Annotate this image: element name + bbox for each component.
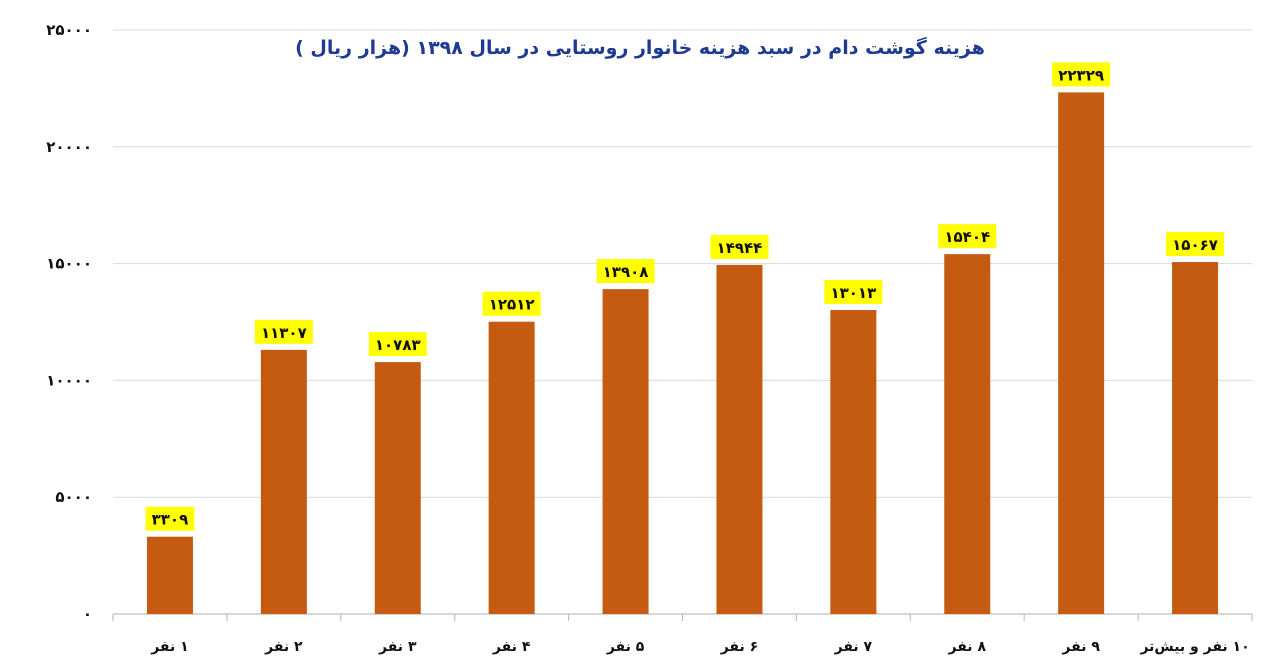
- data-label-box: [482, 291, 541, 316]
- data-label: ۱۵۴۰۴: [944, 228, 990, 246]
- x-tick-label: ۷ نفر: [834, 639, 873, 655]
- x-tick-label: ۸ نفر: [948, 639, 987, 655]
- bar: [260, 349, 307, 614]
- data-label: ۱۲۵۱۲: [489, 296, 535, 314]
- y-tick-label: ۲۵۰۰۰: [46, 21, 92, 39]
- x-tick-label: ۳ نفر: [378, 639, 417, 655]
- data-label-box: [1052, 62, 1111, 87]
- data-label-box: [938, 224, 997, 249]
- bar: [944, 254, 991, 614]
- bar: [716, 264, 763, 614]
- x-tick-label: ۵ نفر: [606, 639, 645, 655]
- x-tick-label: ۶ نفر: [720, 639, 758, 655]
- data-label-box: [145, 506, 195, 531]
- x-tick-label: ۲ نفر: [264, 639, 303, 655]
- x-axis-ticks: ۱ نفر ۲ نفر ۳ نفر ۴ نفر ۵ نفر ۶ نفر ۷ نفر ۸ نفر…: [150, 639, 1249, 655]
- x-tick-label: ۱ نفر: [150, 639, 188, 655]
- data-label-box: [254, 319, 313, 344]
- data-label: ۱۳۰۱۳: [830, 284, 876, 302]
- x-tick-label: ۱۰ نفر و بیش‌تر: [1139, 639, 1249, 655]
- data-label-box: [368, 332, 427, 357]
- chart-title: هزینه گوشت دام در سبد هزینه خانوار روستا…: [295, 36, 985, 59]
- bar: [830, 310, 877, 614]
- bars: [146, 92, 1219, 615]
- data-label-box: [710, 234, 769, 259]
- bar: [374, 362, 421, 614]
- data-label: ۱۰۷۸۳: [375, 336, 421, 354]
- bar: [488, 321, 535, 614]
- bar: [1172, 262, 1219, 614]
- y-tick-label: ۱۵۰۰۰: [46, 255, 92, 273]
- data-label: ۱۳۹۰۸: [603, 263, 649, 281]
- data-label: ۳۳۰۹: [152, 511, 189, 529]
- data-label: ۲۲۳۲۹: [1058, 66, 1104, 84]
- bar: [602, 289, 649, 614]
- x-tick-label: ۴ نفر: [492, 639, 531, 655]
- data-label: ۱۵۰۶۷: [1172, 236, 1218, 254]
- y-tick-label: ۵۰۰۰: [55, 488, 92, 506]
- data-label-box: [824, 280, 883, 305]
- bar: [146, 536, 193, 614]
- bar: [1058, 92, 1105, 615]
- y-axis-ticks: ۰ ۵۰۰۰ ۱۰۰۰۰ ۱۵۰۰۰ ۲۰۰۰۰ ۲۵۰۰۰: [46, 21, 92, 623]
- data-label-box: [1166, 232, 1225, 257]
- data-labels: ۳۳۰۹ ۱۱۳۰۷ ۱۰۷۸۳ ۱۲۵۱۲ ۱۳۹۰۸ ۱۴۹۴۴ ۱۳۰۱۳ ۱۵۴۰۴ ۲…: [145, 62, 1225, 531]
- y-tick-label: ۲۰۰۰۰: [46, 138, 92, 156]
- x-tick-label: ۹ نفر: [1061, 639, 1100, 655]
- y-tick-label: ۰: [83, 605, 92, 623]
- data-label: ۱۴۹۴۴: [717, 239, 763, 257]
- data-label: ۱۱۳۰۷: [261, 324, 307, 342]
- data-label-box: [596, 259, 655, 284]
- y-tick-label: ۱۰۰۰۰: [46, 371, 92, 389]
